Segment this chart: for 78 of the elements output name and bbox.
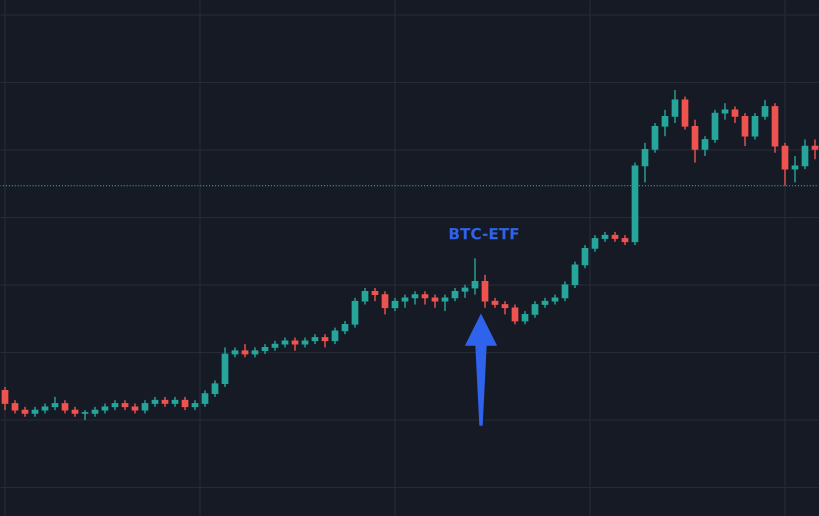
candlestick xyxy=(662,109,668,137)
candlestick xyxy=(542,297,548,308)
candlestick xyxy=(472,258,478,296)
candlestick xyxy=(602,231,608,242)
candlestick xyxy=(382,290,388,316)
candlestick xyxy=(512,304,518,325)
candlestick xyxy=(812,138,818,160)
candlestick xyxy=(652,122,658,154)
candlestick xyxy=(372,287,378,302)
candlestick xyxy=(742,112,748,147)
candlestick xyxy=(402,294,408,308)
candlestick xyxy=(732,106,738,124)
candlestick xyxy=(392,297,398,312)
candlestick xyxy=(272,340,278,352)
candlestick xyxy=(412,290,418,306)
candlestick xyxy=(532,300,538,318)
candlestick xyxy=(332,326,338,345)
candlestick xyxy=(762,99,768,120)
candlestick xyxy=(342,320,348,335)
candlestick xyxy=(642,142,648,184)
candlestick xyxy=(442,294,448,312)
candlestick xyxy=(2,386,8,411)
candlestick xyxy=(692,119,698,164)
candlestick xyxy=(352,297,358,328)
candlestick xyxy=(802,138,808,170)
candlestick xyxy=(172,396,178,408)
candlestick xyxy=(622,234,628,246)
candlestick xyxy=(322,334,328,348)
candlestick xyxy=(42,402,48,414)
candlestick xyxy=(792,155,798,184)
candlestick xyxy=(292,336,298,352)
candlestick xyxy=(112,400,118,411)
candlestick xyxy=(72,406,78,418)
candlestick xyxy=(422,290,428,306)
candlestick xyxy=(502,300,508,316)
candlestick xyxy=(12,400,18,414)
candlestick xyxy=(242,343,248,358)
candlestick xyxy=(572,260,578,289)
candlestick xyxy=(202,390,208,408)
candlestick xyxy=(252,346,258,358)
candlestick xyxy=(122,400,128,411)
candlestick xyxy=(102,402,108,414)
candlestick xyxy=(722,102,728,120)
candlestick xyxy=(62,400,68,414)
candlestick xyxy=(142,400,148,414)
candlestick xyxy=(192,400,198,411)
candlestick xyxy=(302,336,308,348)
candlestick xyxy=(592,234,598,252)
candlestick xyxy=(552,294,558,306)
candlestick xyxy=(152,396,158,408)
candlestick xyxy=(92,406,98,418)
candlestick xyxy=(362,287,368,306)
candlestick xyxy=(182,396,188,411)
candlestick xyxy=(522,310,528,325)
candlestick xyxy=(612,231,618,242)
candlestick xyxy=(82,409,88,421)
candlestick xyxy=(432,294,438,308)
candlestick xyxy=(212,380,218,398)
candlestick xyxy=(262,343,268,355)
candlestick xyxy=(452,287,458,302)
candlestick xyxy=(782,142,788,186)
candlestick xyxy=(562,280,568,302)
candlestick xyxy=(492,297,498,308)
candlestick xyxy=(162,396,168,408)
candlestick xyxy=(132,402,138,414)
candlestick xyxy=(702,136,708,157)
candlestick xyxy=(232,346,238,358)
candlestick xyxy=(312,334,318,345)
candlestick xyxy=(22,406,28,418)
candlestick xyxy=(462,284,468,299)
candlestick xyxy=(672,89,678,124)
candlestick xyxy=(282,336,288,348)
candlestick xyxy=(52,396,58,411)
annotation: BTC-ETF xyxy=(450,228,518,240)
candlestick xyxy=(482,274,488,308)
candlestick xyxy=(752,112,758,140)
candlestick xyxy=(582,244,588,269)
candlestick xyxy=(32,406,38,418)
